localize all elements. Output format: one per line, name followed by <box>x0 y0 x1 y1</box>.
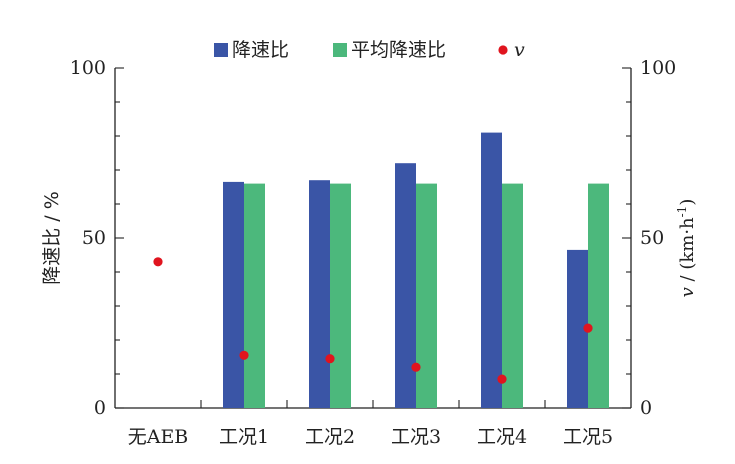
y-axis-right-title-sup: -1 <box>675 206 689 218</box>
legend-label-v: v <box>514 39 525 61</box>
x-category-label: 工况5 <box>563 426 613 448</box>
y-right-tick-label: 0 <box>640 397 652 419</box>
scatter-point-v <box>325 354 335 364</box>
x-category-label: 工况3 <box>391 426 441 448</box>
scatter-point-v <box>583 323 593 333</box>
bar-speed-reduction <box>395 163 416 408</box>
x-category-label: 工况1 <box>219 426 269 448</box>
tick-labels: 0 0 50 50 100 100 无AEB 工况1 工况2 工况3 工况4 工况5 <box>70 57 677 448</box>
legend: 降速比 平均降速比 v <box>214 39 525 61</box>
axes <box>114 67 632 409</box>
y-left-tick-label: 0 <box>94 397 106 419</box>
scatter-point-v <box>153 257 163 267</box>
x-category-label: 工况4 <box>477 426 527 448</box>
scatter-points <box>153 257 593 384</box>
bar-avg-speed-reduction <box>502 183 523 408</box>
y-axis-right-title-close: ) <box>677 199 698 206</box>
y-right-tick-label: 50 <box>640 227 664 249</box>
bar-avg-speed-reduction <box>588 183 609 408</box>
legend-label-avg-speed-reduction: 平均降速比 <box>351 39 446 61</box>
bar-avg-speed-reduction <box>416 183 437 408</box>
y-axis-right-title-unit: / (km·h <box>677 217 698 287</box>
legend-marker-v <box>498 45 508 55</box>
y-axis-right-title-v: v <box>677 287 698 297</box>
bars <box>223 132 609 408</box>
y-right-tick-label: 100 <box>640 57 676 79</box>
scatter-point-v <box>497 374 507 384</box>
bar-speed-reduction <box>481 132 502 408</box>
y-axis-right-title: v / (km·h-1) <box>675 199 698 298</box>
bar-avg-speed-reduction <box>330 183 351 408</box>
x-category-label: 无AEB <box>128 426 189 448</box>
bar-speed-reduction <box>309 180 330 408</box>
y-axis-left-title: 降速比 / % <box>41 191 63 285</box>
legend-swatch-avg-speed-reduction <box>333 43 347 57</box>
bar-avg-speed-reduction <box>244 183 265 408</box>
scatter-point-v <box>411 362 421 372</box>
y-left-tick-label: 50 <box>82 227 106 249</box>
bar-speed-reduction <box>223 181 244 408</box>
legend-swatch-speed-reduction <box>214 43 228 57</box>
y-left-tick-label: 100 <box>70 57 106 79</box>
bar-speed-reduction <box>567 249 588 408</box>
x-category-label: 工况2 <box>305 426 355 448</box>
scatter-point-v <box>239 350 249 360</box>
legend-label-speed-reduction: 降速比 <box>232 39 289 61</box>
